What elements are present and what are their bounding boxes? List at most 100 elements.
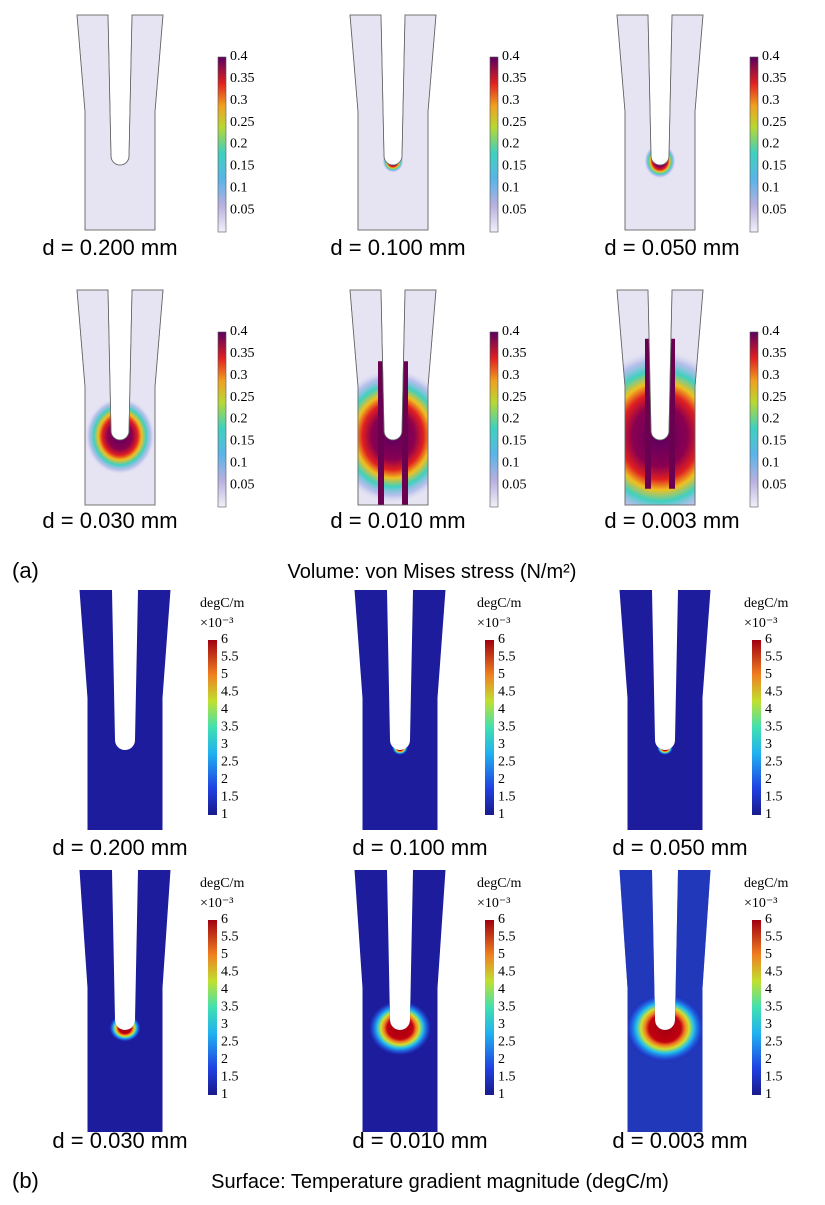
colorbar <box>749 56 759 233</box>
simulation-plot <box>79 870 171 1132</box>
colorbar-tick-label: 0.4 <box>502 49 520 64</box>
colorbar-tick-label: 1 <box>221 807 228 822</box>
gradient-zone <box>657 741 673 755</box>
colorbar-tick-label: 3 <box>498 737 505 752</box>
colorbar-tick-label: 0.15 <box>230 159 255 174</box>
noise-layer <box>619 870 711 1132</box>
colorbar-tick-label: 4 <box>498 982 505 997</box>
simulation-plot <box>619 590 711 830</box>
plot-label: d = 0.200 mm <box>42 235 177 260</box>
simulation-plot <box>616 289 704 506</box>
colorbar-tick-label: 5 <box>765 947 772 962</box>
simulation-plot <box>354 870 446 1132</box>
colorbar-tick-label: 3.5 <box>221 1000 239 1015</box>
colorbar-tick-label: 0.2 <box>502 412 520 427</box>
simulation-plot <box>76 14 164 231</box>
colorbar-tick-label: 2.5 <box>221 1035 239 1050</box>
colorbar-tick-label: 4 <box>221 982 228 997</box>
body <box>354 870 446 1132</box>
colorbar-tick-label: 2.5 <box>221 755 239 770</box>
hotspot-layer <box>619 870 711 1132</box>
colorbar-tick-label: 5 <box>498 947 505 962</box>
hotspot-layer <box>368 1000 432 1056</box>
body <box>79 870 171 1132</box>
colorbar-tick-label: 6 <box>498 632 505 647</box>
colorbar-tick-label: 1 <box>498 1087 505 1102</box>
colorbar-tick-label: 0.25 <box>230 115 255 130</box>
colorbar-tick-label: 4.5 <box>765 965 783 980</box>
colorbar-tick-label: 6 <box>221 632 228 647</box>
colorbar-tick-label: 2 <box>765 1052 772 1067</box>
plot-label: d = 0.010 mm <box>352 1128 487 1153</box>
colorbar-tick-label: 0.35 <box>502 346 527 361</box>
colorbar-tick-label: 0.2 <box>762 412 780 427</box>
colorbar <box>485 920 494 1095</box>
colorbar-tick-label: 0.2 <box>230 412 248 427</box>
colorbar-tick-label: 2 <box>221 1052 228 1067</box>
colorbar-tick-label: 3.5 <box>498 1000 516 1015</box>
colorbar-tick-label: 0.05 <box>502 477 527 492</box>
colorbar-tick-label: 0.3 <box>502 93 520 108</box>
colorbar-tick-label: 2 <box>221 772 228 787</box>
colorbar-unit: degC/m <box>200 876 244 891</box>
colorbar-tick-label: 0.1 <box>502 180 520 195</box>
colorbar <box>485 640 494 815</box>
simulation-plot <box>349 14 437 231</box>
colorbar-tick-label: 0.35 <box>230 71 255 86</box>
colorbar <box>489 56 499 233</box>
colorbar <box>752 640 761 815</box>
gradient-zone <box>625 993 705 1063</box>
colorbar-tick-label: 4.5 <box>221 965 239 980</box>
colorbar-tick-label: 4 <box>498 702 505 717</box>
colorbar-tick-label: 0.15 <box>762 434 787 449</box>
slot-outline <box>76 289 164 506</box>
colorbar-tick-label: 4.5 <box>765 685 783 700</box>
colorbar-tick-label: 6 <box>498 912 505 927</box>
colorbar-tick-label: 1.5 <box>221 790 239 805</box>
panel-caption: Volume: von Mises stress (N/m²) <box>288 561 577 583</box>
colorbar-tick-label: 3.5 <box>765 720 783 735</box>
simulation-plot <box>79 590 171 830</box>
colorbar-tick-label: 0.05 <box>230 202 255 217</box>
stress-band <box>402 361 408 505</box>
colorbar-tick-label: 4.5 <box>498 965 516 980</box>
colorbar-tick-label: 0.25 <box>502 390 527 405</box>
colorbar-tick-label: 3 <box>221 1017 228 1032</box>
colorbar-tick-label: 0.3 <box>230 368 248 383</box>
stress-band <box>669 338 675 489</box>
body <box>349 14 437 231</box>
simulation-plot <box>619 870 711 1132</box>
colorbar-tick-label: 1.5 <box>498 1070 516 1085</box>
colorbar-tick-label: 0.05 <box>762 202 787 217</box>
colorbar-tick-label: 0.35 <box>762 71 787 86</box>
stress-band <box>378 361 384 505</box>
colorbar-tick-label: 0.1 <box>230 180 248 195</box>
colorbar-tick-label: 0.35 <box>502 71 527 86</box>
colorbar-tick-label: 5.5 <box>221 930 239 945</box>
colorbar-tick-label: 0.3 <box>762 93 780 108</box>
colorbar-tick-label: 4.5 <box>498 685 516 700</box>
colorbar-tick-label: 3 <box>765 737 772 752</box>
simulation-plot <box>76 289 164 506</box>
colorbar-tick-label: 6 <box>765 912 772 927</box>
colorbar-tick-label: 2.5 <box>498 755 516 770</box>
colorbar-tick-label: 5.5 <box>221 650 239 665</box>
colorbar-tick-label: 5.5 <box>498 650 516 665</box>
plot-label: d = 0.030 mm <box>42 508 177 533</box>
panel-letter: (b) <box>12 1168 39 1193</box>
colorbar-tick-label: 2 <box>498 772 505 787</box>
colorbar-tick-label: 5.5 <box>765 650 783 665</box>
colorbar-tick-label: 1 <box>221 1087 228 1102</box>
colorbar-tick-label: 0.2 <box>762 137 780 152</box>
hotspot-layer <box>392 741 408 755</box>
colorbar-unit: degC/m <box>477 596 521 611</box>
colorbar-tick-label: 5 <box>765 667 772 682</box>
colorbar-tick-label: 3 <box>765 1017 772 1032</box>
slot-outline <box>616 289 704 506</box>
gradient-zone <box>368 1000 432 1056</box>
plot-label: d = 0.003 mm <box>612 1128 747 1153</box>
colorbar-tick-label: 0.1 <box>762 180 780 195</box>
colorbar <box>208 640 217 815</box>
colorbar-tick-label: 1 <box>765 807 772 822</box>
colorbar-unit: degC/m <box>477 876 521 891</box>
